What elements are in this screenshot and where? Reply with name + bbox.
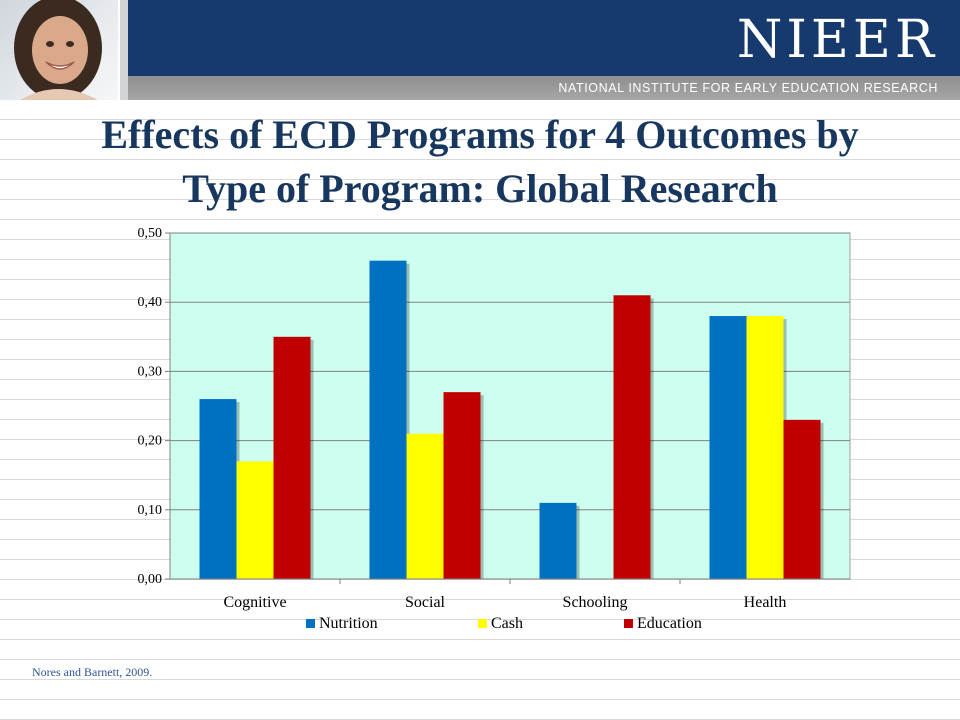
legend-swatch-nutrition (306, 619, 315, 628)
y-tick-label: 0,10 (138, 503, 163, 518)
header-banner: NIEER NATIONAL INSTITUTE FOR EARLY EDUCA… (0, 0, 960, 100)
child-photo-image (14, 0, 102, 100)
legend-label-nutrition: Nutrition (319, 615, 378, 632)
x-tick-label: Schooling (563, 594, 628, 611)
y-tick-label: 0,40 (138, 295, 163, 310)
header-blue-band (128, 0, 960, 76)
header-divider (120, 0, 128, 100)
bar-nutrition-cognitive (199, 399, 237, 579)
slide-title: Effects of ECD Programs for 4 Outcomes b… (40, 108, 920, 216)
bar-nutrition-schooling (539, 502, 577, 579)
slide-title-line-1: Effects of ECD Programs for 4 Outcomes b… (101, 112, 859, 157)
nieer-tagline: NATIONAL INSTITUTE FOR EARLY EDUCATION R… (558, 81, 938, 95)
slide-title-line-2: Type of Program: Global Research (182, 166, 778, 211)
bar-cash-cognitive (236, 461, 274, 579)
bar-education-health (783, 419, 821, 579)
y-tick-label: 0,30 (138, 364, 163, 379)
x-tick-label: Cognitive (223, 594, 286, 611)
x-tick-label: Social (405, 594, 446, 611)
bar-education-social (443, 392, 481, 579)
header-gray-band (128, 76, 960, 100)
legend-swatch-education (624, 619, 633, 628)
y-tick-label: 0,00 (138, 572, 163, 587)
bar-nutrition-health (709, 316, 747, 579)
bar-cash-health (746, 316, 784, 579)
bar-nutrition-social (369, 260, 407, 579)
bar-education-cognitive (273, 336, 311, 579)
y-tick-label: 0,50 (138, 226, 163, 241)
legend-label-education: Education (637, 615, 702, 632)
source-citation: Nores and Barnett, 2009. (32, 665, 153, 679)
legend-swatch-cash (478, 619, 487, 628)
legend-label-cash: Cash (491, 615, 523, 632)
y-tick-label: 0,20 (138, 434, 163, 449)
child-photo (0, 0, 118, 100)
x-tick-label: Health (744, 594, 787, 611)
nieer-logo: NIEER (736, 10, 938, 70)
bar-cash-social (406, 433, 444, 579)
bar-education-schooling (613, 295, 651, 579)
